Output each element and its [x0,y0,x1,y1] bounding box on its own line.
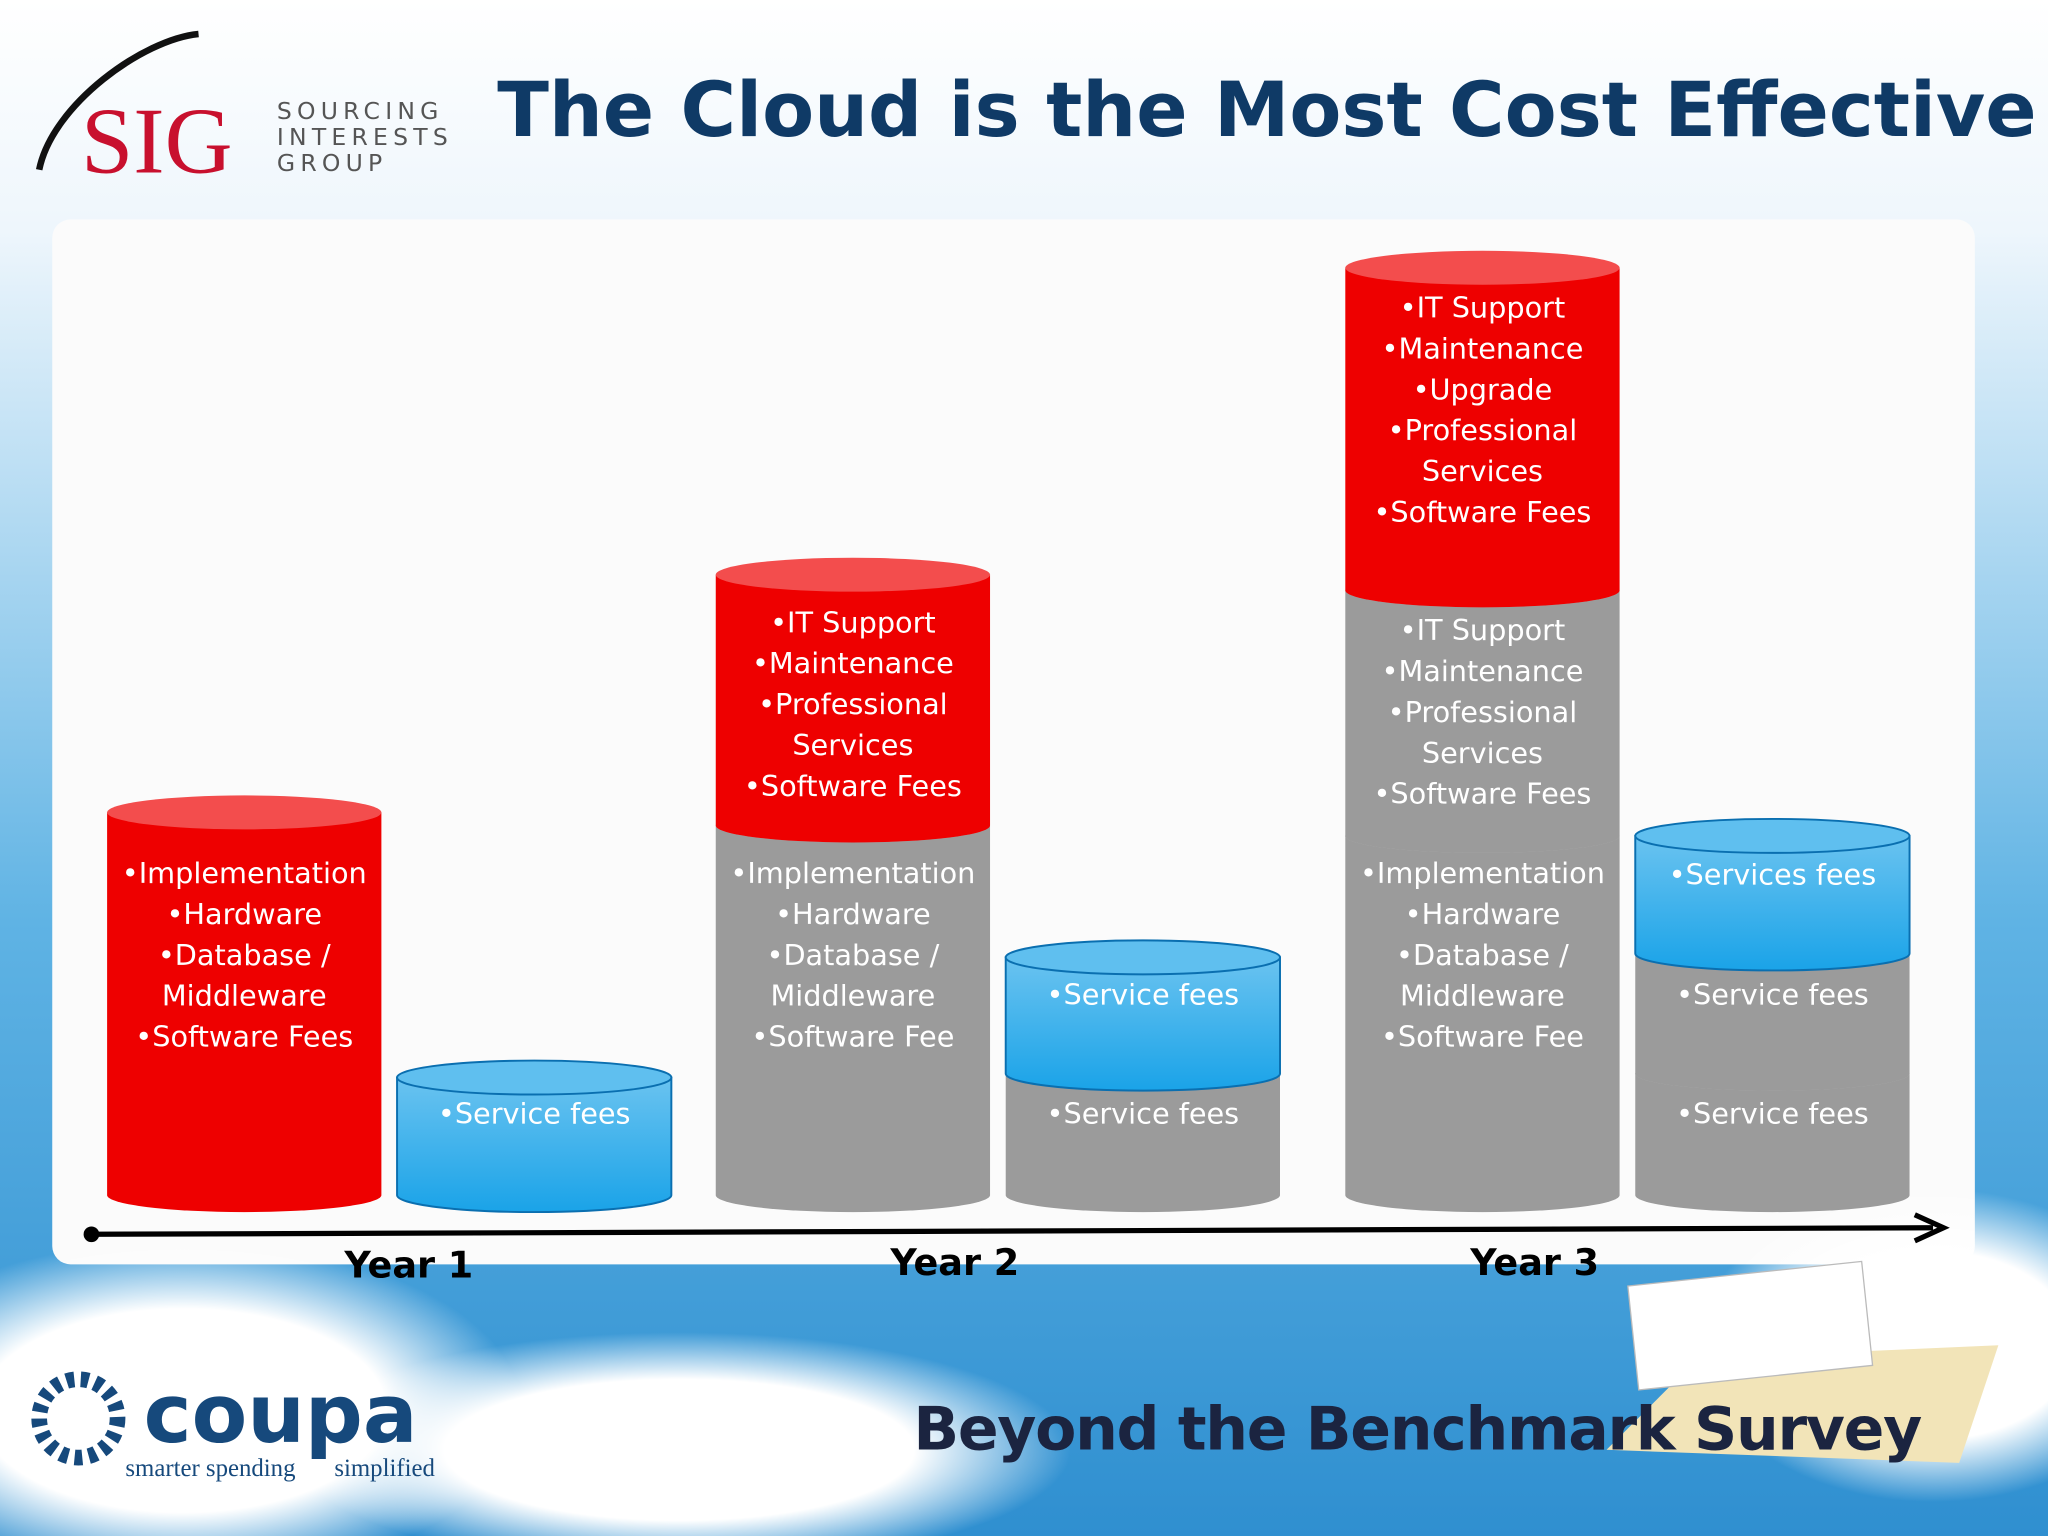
cylinder-top [1634,817,1911,854]
cylinder-body [715,574,991,843]
segment-item: •Hardware [1405,897,1561,931]
segment-item: •Professional [1388,695,1578,729]
year-label: Year 3 [1469,1241,1599,1284]
segment-item: •Implementation [730,856,975,890]
cylinder-top [715,557,991,592]
year-label: Year 2 [889,1241,1019,1284]
segment-item: •IT Support [770,605,936,639]
segment-item: •Database / [1396,938,1569,972]
segment-item: •Software Fees [1373,777,1591,811]
segment-item: Services [1422,454,1543,488]
segment-item: •IT Support [1400,613,1566,647]
cylinder-body [396,1076,673,1214]
segment-item: Middleware [1400,979,1565,1013]
segment-item: •Service fees [1676,978,1869,1012]
cylinder-top [1345,250,1620,285]
segment-item: Middleware [162,979,327,1013]
cylinder-body [1635,1073,1910,1213]
logo-sig-line: INTERESTS [277,123,453,151]
segment-item: •Software Fee [751,1020,954,1054]
segment-item: •Hardware [166,897,322,931]
segment-item: •Service fees [1676,1096,1869,1130]
segment-item: •Maintenance [1382,331,1584,365]
segment-item: Services [792,728,913,762]
cylinder-top [396,1059,673,1096]
segment-item: •Database / [767,938,940,972]
segment-item: •Software Fees [135,1020,353,1054]
segment-item: •Service fees [1047,978,1240,1012]
segment-item: •Implementation [1360,856,1605,890]
logo-sig-line: SOURCING [277,97,444,125]
logo-coupa-tagline: simplified [334,1455,435,1482]
time-axis [91,1225,1934,1237]
axis-start [83,1226,100,1243]
segment-item: •Service fees [1047,1096,1240,1130]
segment-item: •Upgrade [1413,372,1553,406]
segment-item: •Software Fees [1373,495,1591,529]
cylinder-top [107,795,382,830]
cylinders: •Implementation •Hardware •Database / Middl… [107,250,1911,1286]
logo-sig-mark: SIG [81,89,233,193]
segment-item: •Maintenance [1382,654,1584,688]
cylinder-body [1005,1073,1280,1213]
footer-title: Beyond the Benchmark Survey [913,1394,1922,1464]
cylinder-body [1634,834,1911,972]
segment-item: •Service fees [438,1096,631,1130]
segment-item: •Professional [1388,413,1578,447]
axis-arrow [1913,1212,1950,1244]
segment-item: Services [1422,736,1543,770]
segment-item: •Hardware [775,897,931,931]
cylinder-body [1345,267,1620,608]
segment-item: •Services fees [1669,857,1877,891]
slide-title: The Cloud is the Most Cost Effective [497,66,2037,154]
cylinder-body [107,812,382,1213]
logo-coupa-tagline: smarter spending [125,1455,295,1482]
cylinder-top [1004,939,1281,976]
segment-item: •Implementation [122,856,367,890]
cylinder-body [1345,835,1620,1213]
report-deco [1627,1260,1874,1391]
cylinder-body [1004,956,1281,1092]
logo-swoosh [35,30,199,171]
segment-item: •Professional [758,687,948,721]
segment-item: •Database / [158,938,331,972]
year-label: Year 1 [343,1243,473,1286]
logo-coupa-name: coupa [144,1368,418,1462]
cylinder-body [715,825,991,1213]
segment-item: •Software Fees [744,769,962,803]
segment-item: •Maintenance [752,646,954,680]
logo-coupa-flower [31,1371,126,1466]
cloud-deco [287,1332,1071,1536]
cylinder-body [1635,953,1910,1091]
logo-sig-line: GROUP [277,149,388,177]
segment-item: •IT Support [1400,291,1566,325]
segment-item: •Software Fee [1381,1020,1584,1054]
segment-item: Middleware [770,979,935,1013]
cylinder-body [1345,590,1620,853]
